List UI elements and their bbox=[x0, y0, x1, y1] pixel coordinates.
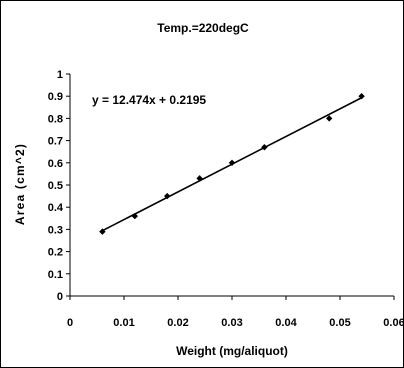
y-tick-label: 1 bbox=[57, 69, 63, 81]
x-tick-label: 0.06 bbox=[383, 317, 404, 329]
data-point bbox=[261, 144, 268, 151]
y-tick-label: 0.6 bbox=[48, 158, 63, 170]
x-tick-label: 0 bbox=[67, 317, 73, 329]
x-tick-label: 0.02 bbox=[167, 317, 188, 329]
data-point bbox=[99, 228, 106, 235]
x-tick-label: 0.05 bbox=[329, 317, 350, 329]
trendline-equation: y = 12.474x + 0.2195 bbox=[92, 93, 206, 107]
y-tick-label: 0.2 bbox=[48, 247, 63, 259]
data-point bbox=[131, 212, 138, 220]
data-point bbox=[164, 192, 171, 200]
data-point bbox=[326, 115, 333, 122]
y-tick-label: 0.5 bbox=[48, 180, 63, 192]
y-axis-label: Area (cm^2) bbox=[13, 143, 27, 225]
chart-title: Temp.=220degC bbox=[157, 21, 249, 35]
x-tick-label: 0.04 bbox=[275, 317, 297, 329]
y-tick-label: 0.7 bbox=[48, 136, 63, 148]
y-tick-label: 0.3 bbox=[48, 224, 63, 236]
y-tick-label: 0.1 bbox=[48, 269, 63, 281]
data-point bbox=[196, 175, 203, 182]
data-point bbox=[358, 93, 365, 100]
data-point bbox=[228, 159, 236, 166]
plot-area: 0 0.1 0.2 0.3 0.4 0.5 0.6 0.7 0.8 0.9 1 0 0.01 0.02 0.… bbox=[48, 69, 404, 329]
y-tick-label: 0.8 bbox=[48, 113, 63, 125]
x-tick-label: 0.01 bbox=[113, 317, 134, 329]
y-tick-label: 0.4 bbox=[48, 202, 64, 214]
y-tick-label: 0 bbox=[57, 291, 63, 303]
y-tick-label: 0.9 bbox=[48, 91, 63, 103]
x-tick-label: 0.03 bbox=[221, 317, 242, 329]
x-axis-label: Weight (mg/aliquot) bbox=[176, 344, 288, 358]
